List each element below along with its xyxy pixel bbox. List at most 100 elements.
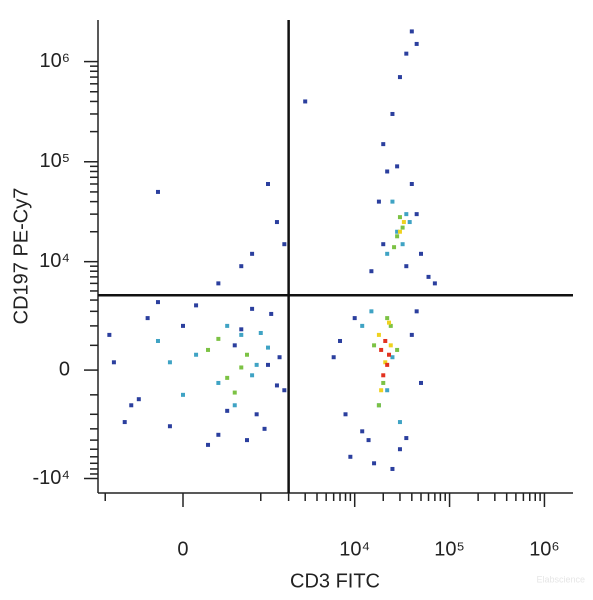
- point: [390, 111, 395, 116]
- point: [232, 343, 237, 348]
- y-tick-label: 10⁶: [40, 50, 70, 72]
- point: [239, 264, 244, 269]
- point: [426, 274, 431, 279]
- point: [239, 365, 244, 370]
- point: [404, 436, 409, 441]
- point: [180, 392, 185, 397]
- point: [145, 316, 150, 321]
- point: [194, 303, 199, 308]
- point: [397, 215, 402, 220]
- point: [245, 352, 250, 357]
- point: [352, 316, 357, 321]
- point: [107, 332, 112, 337]
- point: [387, 352, 392, 357]
- point: [111, 360, 116, 365]
- point: [206, 347, 211, 352]
- y-tick-label: 10⁴: [39, 250, 70, 272]
- x-tick-label: 0: [177, 538, 188, 560]
- point: [366, 438, 371, 443]
- point: [122, 420, 127, 425]
- x-tick-label: 10⁴: [339, 538, 370, 560]
- point: [155, 300, 160, 305]
- point: [239, 327, 244, 332]
- point: [409, 181, 414, 186]
- point: [397, 447, 402, 452]
- point: [414, 212, 419, 217]
- point: [262, 426, 267, 431]
- y-tick-label: -10⁴: [33, 467, 71, 489]
- point: [385, 169, 390, 174]
- point: [250, 251, 255, 256]
- point: [269, 311, 274, 316]
- x-tick-label: 10⁶: [529, 538, 559, 560]
- point: [372, 461, 377, 466]
- point: [381, 380, 386, 385]
- point: [390, 466, 395, 471]
- point: [282, 388, 287, 393]
- point: [265, 362, 270, 367]
- point: [400, 225, 405, 230]
- point: [379, 347, 384, 352]
- point: [400, 242, 405, 247]
- point: [388, 323, 393, 328]
- point: [404, 51, 409, 56]
- point: [390, 199, 395, 204]
- point: [381, 142, 386, 147]
- point: [395, 229, 400, 234]
- point: [407, 220, 412, 225]
- point: [343, 412, 348, 417]
- point: [360, 323, 365, 328]
- y-axis-label: CD197 PE-Cy7: [10, 188, 32, 325]
- y-tick-label: 0: [59, 358, 70, 380]
- point: [397, 420, 402, 425]
- point: [277, 355, 282, 360]
- point: [180, 323, 185, 328]
- point: [216, 336, 221, 341]
- point: [397, 229, 402, 234]
- point: [216, 380, 221, 385]
- point: [331, 355, 336, 360]
- point: [414, 41, 419, 46]
- point: [254, 362, 259, 367]
- point: [303, 99, 308, 104]
- point: [216, 432, 221, 437]
- point: [385, 388, 390, 393]
- point: [409, 29, 414, 34]
- y-tick-label: 10⁵: [39, 150, 70, 172]
- point: [404, 264, 409, 269]
- point: [232, 390, 237, 395]
- point: [225, 323, 230, 328]
- point: [136, 397, 141, 402]
- point: [265, 345, 270, 350]
- point: [419, 251, 424, 256]
- point: [397, 75, 402, 80]
- point: [250, 306, 255, 311]
- point: [409, 332, 414, 337]
- point: [232, 403, 237, 408]
- point: [274, 383, 279, 388]
- point: [338, 338, 343, 343]
- point: [414, 309, 419, 314]
- point: [404, 212, 409, 217]
- point: [392, 245, 397, 250]
- point: [348, 454, 353, 459]
- x-tick-label: 10⁵: [434, 538, 465, 560]
- point: [167, 424, 172, 429]
- point: [194, 352, 199, 357]
- point: [282, 242, 287, 247]
- point: [376, 199, 381, 204]
- point: [129, 403, 134, 408]
- point: [258, 330, 263, 335]
- point: [216, 281, 221, 286]
- point: [379, 388, 384, 393]
- point: [395, 234, 400, 239]
- point: [376, 332, 381, 337]
- point: [250, 373, 255, 378]
- watermark: Elabscience: [536, 574, 585, 584]
- point: [383, 338, 388, 343]
- point: [274, 220, 279, 225]
- point: [254, 412, 259, 417]
- point: [245, 438, 250, 443]
- point: [265, 181, 270, 186]
